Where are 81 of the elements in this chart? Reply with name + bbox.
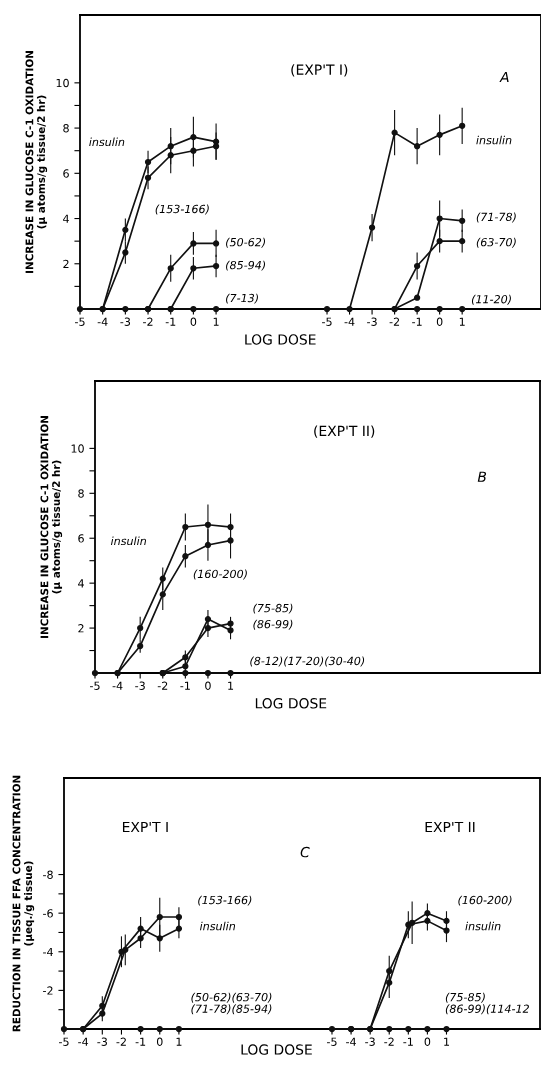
x-tick-label: 1 [176,1037,182,1046]
text: (75-85) [253,603,293,614]
y-tick-label: 4 [63,214,69,223]
x-tick-label: 0 [436,317,443,326]
x-tick-label: -5 [75,317,85,326]
y-tick-label: -4 [43,947,53,956]
x-tick-label: 0 [205,681,211,690]
y-tick-label: 2 [78,624,84,633]
y-tick-label: -6 [43,909,53,918]
y-axis-title: REDUCTION IN TISSUE FFA CONCENTRATION (μeq./g tissue) [12,775,35,1032]
text: insulin [110,536,146,546]
text: EXP'T I [122,821,168,833]
y-tick-label: -8 [43,870,53,879]
series-label: (50-62) [226,237,266,248]
text: EXP'T II [425,821,475,833]
y-tick-label: 8 [63,124,69,133]
y-tick-label: 6 [78,534,84,543]
x-tick-label: -1 [180,681,190,690]
series-label: (85-94) [226,260,266,271]
series-label: (50-62)(63-70) (71-78)(85-94) [191,992,272,1015]
y-axis-title: INCREASE IN GLUCOSE C-1 OXIDATION (μ atoms/g tissue/2 hr) [40,416,63,638]
x-tick-label: -5 [322,317,332,326]
x-tick-label: -4 [346,1037,356,1046]
x-tick-label: -3 [135,681,145,690]
x-tick-label: -2 [116,1037,126,1046]
series-label: insulin [199,921,236,931]
x-tick-label: 0 [190,317,197,326]
y-tick-label: 10 [56,78,69,88]
x-tick-label: -1 [412,317,422,326]
series-label: (160-200) [458,895,512,906]
x-tick-label: -5 [59,1037,69,1046]
x-tick-label: 1 [228,681,234,690]
series-label: insulin [476,135,512,145]
series-label: (160-200) [193,569,247,580]
text: (EXP'T I) [291,64,348,77]
x-tick-label: -2 [143,317,153,326]
x-tick-label: -1 [403,1037,413,1046]
x-tick-label: -3 [367,317,377,326]
x-tick-label: -2 [389,317,400,326]
x-tick-label: -4 [344,317,355,326]
series-label: (11-20) [471,294,511,305]
text: (EXP'T II) [314,425,375,438]
y-tick-label: -2 [43,986,53,995]
x-tick-label: -3 [97,1037,107,1046]
y-tick-label: 10 [71,444,84,453]
x-tick-label: 0 [424,1037,431,1046]
x-tick-label: -3 [120,317,131,326]
x-tick-label: 1 [213,317,219,326]
series-label: (153-166) [198,895,252,906]
y-tick-label: 4 [78,579,84,588]
x-axis-title: LOG DOSE [245,334,316,345]
series-label: (7-13) [226,293,258,304]
x-tick-label: -5 [90,681,100,690]
y-tick-label: 2 [63,259,69,268]
x-tick-label: 0 [156,1037,163,1046]
y-tick-label: 8 [78,489,84,498]
y-axis-title: INCREASE IN GLUCOSE C-1 OXIDATION (μ atoms/g tissue/2 hr) [25,51,48,273]
annotation: C [300,846,310,858]
x-tick-label: -3 [365,1037,375,1046]
y-tick-label: 6 [63,169,69,178]
x-tick-label: 1 [459,317,465,326]
x-axis-title: LOG DOSE [255,698,327,709]
series-label: (153-166) [155,204,209,215]
series-label: insulin [465,921,501,931]
text: insulin [89,137,125,147]
x-tick-label: 1 [444,1037,449,1046]
series-label: (86-99) [253,619,293,630]
x-tick-label: -1 [135,1037,146,1046]
series-label: (71-78) [476,212,516,223]
series-label: (63-70) [476,237,516,248]
annotation: A [499,71,509,83]
x-tick-label: -4 [97,317,108,326]
series-label: (75-85) (86-99)(114-12 [445,992,529,1015]
annotation: B [477,471,487,482]
series-label: (8-12)(17-20)(30-40) [250,656,365,667]
x-tick-label: -2 [384,1037,394,1046]
x-tick-label: -2 [157,681,168,690]
x-tick-label: -5 [326,1037,337,1046]
x-axis-title: LOG DOSE [241,1044,312,1055]
x-tick-label: -1 [165,317,176,326]
x-tick-label: -4 [112,681,123,690]
